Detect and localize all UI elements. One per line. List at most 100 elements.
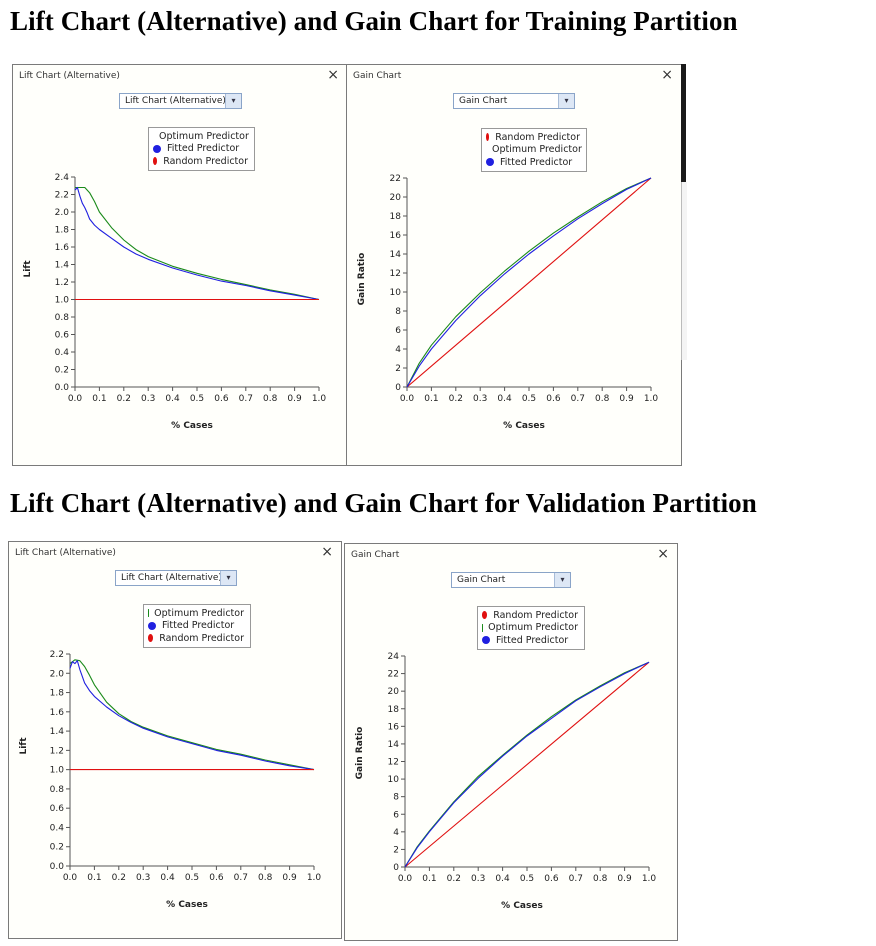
y-tick-label: 4 [395,345,401,355]
series-line-fitted-predictor [74,186,320,301]
y-tick-label: 14 [390,250,402,260]
legend-marker-icon [486,158,494,167]
y-tick-label: 12 [390,269,401,279]
legend-item-optimum: Optimum Predictor [148,607,244,620]
x-tick-label: 0.0 [398,874,413,884]
background-window-strip [681,182,687,360]
y-tick-label: 0.2 [55,366,69,376]
x-tick-label: 0.5 [520,874,534,884]
y-tick-label: 12 [388,758,399,768]
y-tick-label: 1.8 [55,226,70,236]
y-tick-label: 2 [395,364,401,374]
legend-label: Random Predictor [159,632,244,644]
y-tick-label: 2.2 [55,191,69,201]
train-lift-chart-type-dropdown[interactable]: Lift Chart (Alternative) ▾ [119,93,242,109]
val-gain-chart-type-dropdown[interactable]: Gain Chart ▾ [451,572,571,588]
x-tick-label: 0.2 [447,874,461,884]
train-gain-legend: Random Predictor Optimum Predictor Fitte… [481,128,587,172]
x-tick-label: 0.8 [595,394,610,404]
x-tick-label: 1.0 [642,874,657,884]
y-tick-label: 18 [388,705,400,715]
y-axis-label: Gain Ratio [355,727,365,780]
legend-label: Optimum Predictor [154,607,244,619]
y-tick-label: 0.4 [50,823,65,833]
val-lift-close-icon[interactable]: × [321,544,333,560]
train-gain-chart-type-dropdown[interactable]: Gain Chart ▾ [453,93,575,109]
series-line-optimum-predictor [75,186,320,301]
y-tick-label: 14 [388,740,400,750]
legend-marker-icon [482,611,488,620]
series-line-optimum-predictor [406,177,652,388]
x-tick-label: 0.8 [263,394,278,404]
y-tick-label: 1.0 [55,296,70,306]
x-tick-label: 0.8 [593,874,608,884]
y-tick-label: 1.8 [50,689,65,699]
x-tick-label: 0.6 [214,394,229,404]
x-tick-label: 1.0 [307,873,322,883]
val-lift-dropdown-value: Lift Chart (Alternative) [121,573,222,583]
y-tick-label: 24 [388,652,400,662]
x-tick-label: 0.9 [287,394,302,404]
x-tick-label: 0.7 [234,873,248,883]
train-lift-window: Lift Chart (Alternative) × Lift Chart (A… [12,64,348,466]
y-tick-label: 2.4 [55,173,70,183]
val-gain-legend: Random Predictor Optimum Predictor Fitte… [477,606,585,650]
x-tick-label: 1.0 [312,394,327,404]
x-tick-label: 0.3 [473,394,487,404]
x-tick-label: 0.0 [400,394,415,404]
series-line-fitted-predictor [406,177,652,388]
x-tick-label: 0.5 [190,394,204,404]
y-tick-label: 0.6 [55,331,70,341]
y-tick-label: 6 [393,810,399,820]
legend-marker-icon [153,144,161,153]
x-tick-label: 0.1 [424,394,438,404]
x-tick-label: 0.3 [471,874,485,884]
legend-item-fitted: Fitted Predictor [153,143,248,156]
x-tick-label: 0.4 [160,873,175,883]
chevron-down-icon[interactable]: ▾ [225,94,241,108]
y-tick-label: 1.6 [55,243,70,253]
train-gain-close-icon[interactable]: × [661,67,673,83]
y-tick-label: 0.6 [50,804,65,814]
x-tick-label: 0.6 [544,874,559,884]
chevron-down-icon[interactable]: ▾ [220,571,236,585]
val-lift-chart: 0.0 0.1 0.2 0.3 0.4 0.5 0.6 0.7 0.8 0.9 1.0 0.0 0.2 0… [19,650,322,910]
legend-label: Optimum Predictor [159,130,249,142]
y-tick-label: 16 [390,231,402,241]
chevron-down-icon[interactable]: ▾ [558,94,574,108]
series-line-fitted-predictor [69,660,315,771]
x-axis-label: % Cases [166,900,208,910]
y-tick-label: 1.0 [50,766,65,776]
val-gain-window-title: Gain Chart [351,550,400,560]
x-tick-label: 0.1 [422,874,436,884]
x-tick-label: 0.0 [63,873,78,883]
legend-item-optimum: Optimum Predictor [486,144,582,157]
y-tick-label: 20 [390,193,402,203]
y-axis-label: Gain Ratio [357,253,367,306]
y-tick-label: 22 [390,174,401,184]
train-lift-window-title: Lift Chart (Alternative) [19,71,120,81]
legend-item-random: Random Predictor [482,609,578,622]
val-lift-chart-type-dropdown[interactable]: Lift Chart (Alternative) ▾ [115,570,237,586]
x-tick-label: 0.2 [117,394,131,404]
y-tick-label: 20 [388,687,400,697]
x-tick-label: 0.3 [141,394,155,404]
train-lift-close-icon[interactable]: × [327,67,339,83]
legend-label: Fitted Predictor [167,143,240,155]
window-edge [681,64,686,182]
x-axis-label: % Cases [501,901,543,911]
y-tick-label: 2.2 [50,650,64,660]
training-heading: Lift Chart (Alternative) and Gain Chart … [10,6,738,36]
x-tick-label: 0.2 [449,394,463,404]
train-lift-chart: 0.0 0.1 0.2 0.3 0.4 0.5 0.6 0.7 0.8 0.9 1.0 0.0 0.2 0… [23,173,327,431]
x-tick-label: 0.7 [569,874,583,884]
val-gain-dropdown-value: Gain Chart [457,575,506,585]
legend-marker-icon [486,133,490,142]
legend-item-fitted: Fitted Predictor [482,634,578,647]
legend-label: Fitted Predictor [500,156,573,168]
y-tick-label: 1.6 [50,708,65,718]
chevron-down-icon[interactable]: ▾ [554,573,570,587]
y-tick-label: 0.0 [50,862,65,872]
val-gain-close-icon[interactable]: × [657,546,669,562]
legend-label: Fitted Predictor [162,620,235,632]
